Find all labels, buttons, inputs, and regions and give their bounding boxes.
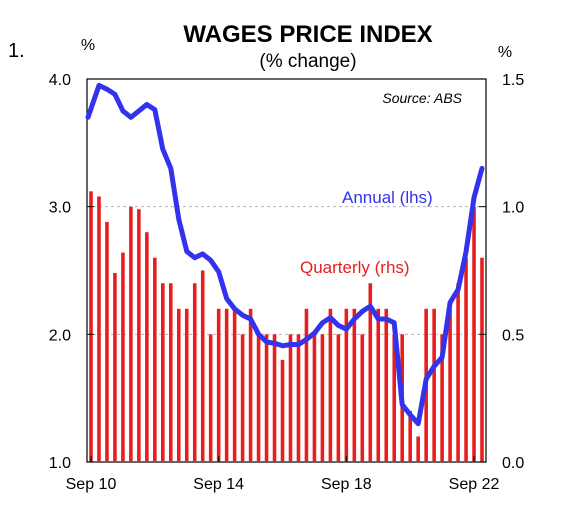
right-tick-label: 0.5 [502, 327, 524, 344]
quarterly-bar [480, 257, 484, 462]
quarterly-bar [280, 359, 285, 462]
quarterly-bar [145, 232, 149, 462]
quarterly-bar [320, 334, 325, 462]
quarterly-bar [208, 334, 213, 462]
left-axis-ticks: 1.0 2.0 3.0 4.0 [49, 72, 94, 472]
figure-number: 1. [8, 40, 25, 62]
quarterly-bar [232, 308, 237, 462]
quarterly-bar [408, 410, 412, 462]
quarterly-bar [392, 334, 397, 462]
x-tick-label: Sep 10 [66, 476, 117, 493]
right-tick-label: 1.5 [502, 72, 524, 89]
chart-subtitle: (% change) [259, 51, 356, 72]
x-tick-label: Sep 14 [193, 476, 244, 493]
quarterly-bar [105, 221, 109, 462]
quarterly-bar [224, 308, 229, 462]
x-tick-label: Sep 22 [449, 476, 500, 493]
quarterly-bar [256, 334, 261, 462]
quarterly-bar [192, 283, 197, 462]
left-tick-label: 2.0 [49, 327, 71, 344]
x-axis-ticks: Sep 10 Sep 14 Sep 18 Sep 22 [66, 456, 500, 493]
quarterly-bar [153, 257, 157, 462]
quarterly-series-label: Quarterly (rhs) [300, 258, 410, 277]
quarterly-bar [89, 191, 93, 462]
quarterly-bar [472, 206, 476, 462]
quarterly-bar [360, 334, 365, 462]
quarterly-bar [129, 206, 133, 462]
quarterly-bar [432, 308, 436, 462]
left-tick-label: 1.0 [49, 455, 71, 472]
quarterly-bar [248, 308, 253, 462]
quarterly-bar [216, 308, 221, 462]
plot-area [86, 78, 487, 463]
quarterly-bar [312, 334, 317, 462]
quarterly-bar [121, 252, 125, 462]
source-note: Source: ABS [382, 90, 462, 106]
left-axis-unit: % [81, 37, 95, 54]
quarterly-bar [384, 308, 389, 462]
chart-title: WAGES PRICE INDEX [183, 21, 432, 48]
quarterly-bar [448, 308, 452, 462]
quarterly-bar [168, 283, 173, 462]
quarterly-bar [137, 209, 141, 462]
quarterly-bar [416, 436, 420, 462]
annual-series-line [85, 82, 485, 427]
quarterly-bar [113, 273, 117, 462]
quarterly-bar [352, 308, 357, 462]
right-axis-unit: % [498, 44, 512, 61]
quarterly-bar [440, 334, 444, 462]
quarterly-bar [456, 283, 460, 462]
quarterly-bar [376, 308, 381, 462]
quarterly-bar [464, 257, 468, 462]
quarterly-bar [304, 308, 309, 462]
quarterly-bar [264, 334, 269, 462]
right-tick-label: 0.0 [502, 455, 524, 472]
quarterly-bar [296, 334, 301, 462]
quarterly-bar [97, 196, 101, 462]
quarterly-bar [240, 334, 245, 462]
right-tick-label: 1.0 [502, 200, 524, 217]
quarterly-bar [288, 334, 293, 462]
quarterly-bar [161, 283, 165, 462]
left-tick-label: 3.0 [49, 200, 71, 217]
x-tick-label: Sep 18 [321, 476, 372, 493]
quarterly-bar [176, 308, 181, 462]
annual-series-label: Annual (lhs) [342, 188, 433, 207]
quarterly-bar [184, 308, 189, 462]
quarterly-bar [368, 283, 373, 462]
right-axis-ticks: 0.0 0.5 1.0 1.5 [479, 72, 524, 472]
quarterly-bar [272, 334, 277, 462]
quarterly-bar [200, 270, 205, 462]
quarterly-bars [89, 191, 484, 462]
quarterly-bar [336, 334, 341, 462]
left-tick-label: 4.0 [49, 72, 71, 89]
quarterly-bar [344, 308, 349, 462]
quarterly-bar [328, 308, 333, 462]
